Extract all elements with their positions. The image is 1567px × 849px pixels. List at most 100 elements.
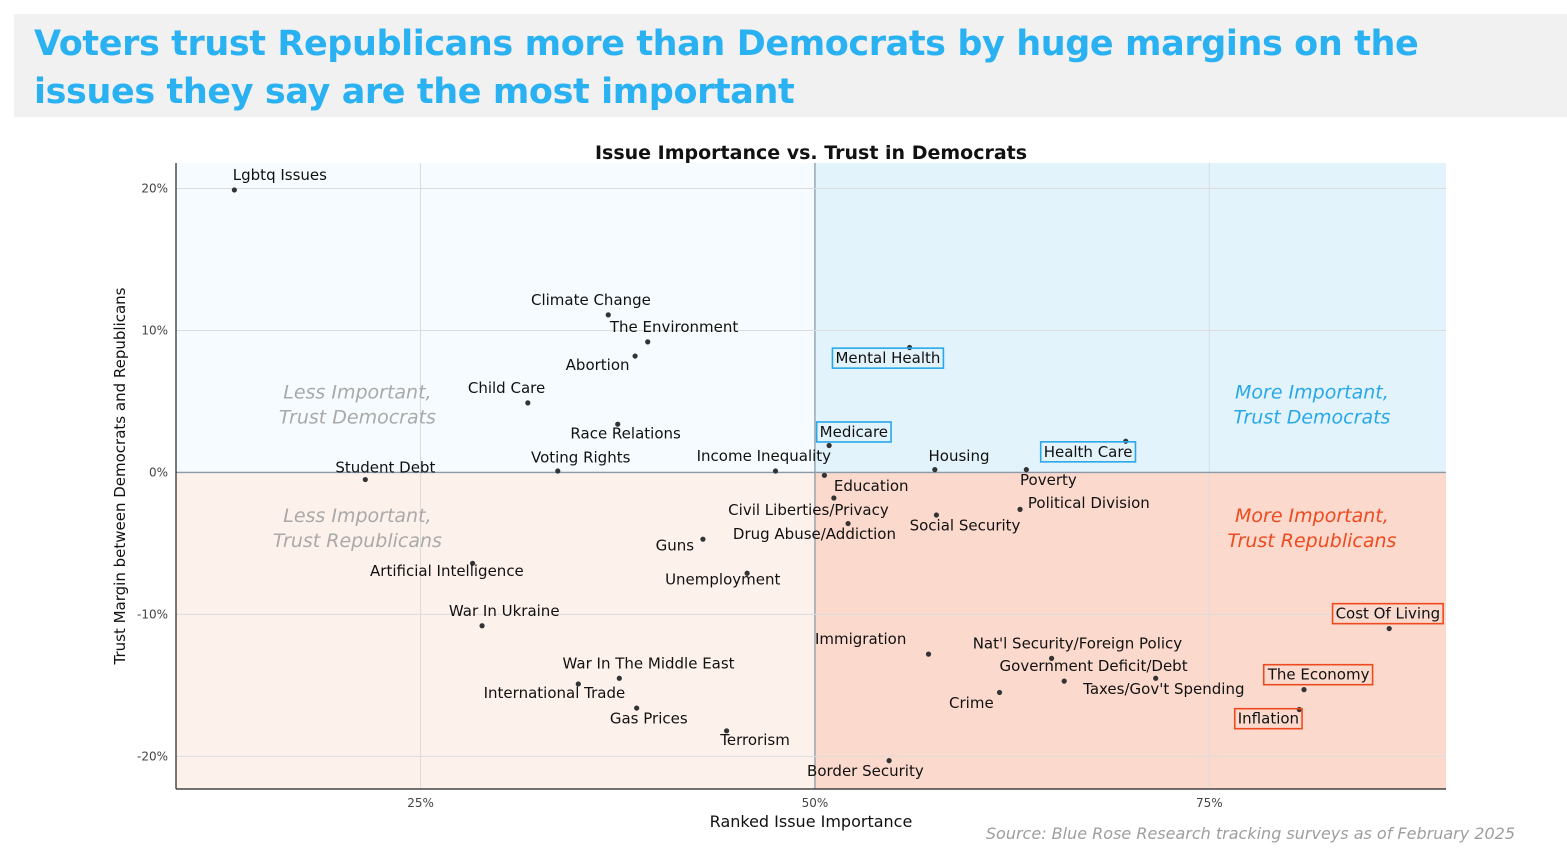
point-the-environment: [645, 339, 651, 345]
label-box-the-economy: [1262, 663, 1374, 686]
label-artificial-intelligence: Artificial Intelligence: [370, 562, 524, 580]
label-box-health-care: [1039, 441, 1137, 463]
label-international-trade: International Trade: [484, 684, 626, 702]
quadrant-label-line: Trust Democrats: [1233, 407, 1390, 429]
quadrant-label: Less Important, Trust Democrats: [279, 382, 436, 429]
label-lgbtq-issues: Lgbtq Issues: [233, 166, 327, 184]
label-medicare: Medicare: [820, 423, 888, 441]
point-cost-of-living: [1386, 625, 1392, 632]
quadrant-label-line: Trust Democrats: [279, 407, 436, 429]
label-crime: Crime: [949, 694, 994, 712]
chart-title: Issue Importance vs. Trust in Democrats: [595, 142, 1027, 164]
headline-band: Voters trust Republicans more than Democ…: [14, 14, 1567, 117]
point-education: [821, 472, 828, 478]
label-child-care: Child Care: [468, 379, 545, 397]
label-income-inequality: Income Inequality: [697, 447, 832, 465]
label-box-mental-health: [831, 347, 945, 369]
label-climate-change: Climate Change: [531, 291, 651, 309]
quadrant-label-line: Less Important,: [283, 505, 431, 527]
point-abortion: [632, 353, 638, 359]
point-war-in-the-middle-east: [616, 675, 622, 681]
point-drug-abuse-addiction: [845, 520, 851, 527]
label-social-security: Social Security: [910, 517, 1021, 535]
label-abortion: Abortion: [566, 356, 630, 374]
label-cost-of-living: Cost Of Living: [1336, 605, 1441, 623]
y-tick-label: 10%: [141, 324, 168, 338]
quadrant-less-important-rep: [176, 472, 815, 789]
point-child-care: [525, 400, 531, 406]
y-tick-label: -10%: [137, 607, 168, 621]
quadrant-label: Less Important, Trust Republicans: [273, 505, 442, 552]
label-student-debt: Student Debt: [335, 458, 435, 476]
y-tick-label: -20%: [137, 749, 168, 763]
label-inflation: Inflation: [1238, 710, 1299, 728]
point-housing: [932, 467, 938, 473]
label-drug-abuse-addiction: Drug Abuse/Addiction: [733, 525, 896, 543]
headline: Voters trust Republicans more than Democ…: [34, 24, 1419, 112]
label-box-medicare: [815, 421, 892, 443]
label-war-in-ukraine: War In Ukraine: [449, 602, 560, 620]
quadrant-label: More Important, Trust Republicans: [1227, 505, 1396, 552]
point-border-security: [886, 758, 892, 764]
quadrant-label-line: More Important,: [1235, 505, 1389, 527]
point-gas-prices: [634, 705, 640, 711]
label-box-cost-of-living: [1331, 602, 1444, 625]
label-border-security: Border Security: [807, 762, 924, 780]
label-box-inflation: [1233, 707, 1303, 730]
point-political-division: [1017, 506, 1023, 512]
quadrant-more-important-dem: [814, 163, 1446, 473]
point-taxes-gov-t-spending: [1153, 675, 1159, 681]
quadrant-label-line: Trust Republicans: [1227, 530, 1396, 552]
quadrant-less-important-dem: [176, 163, 815, 473]
quadrant-more-important-rep: [814, 472, 1446, 789]
point-immigration: [925, 651, 932, 657]
label-race-relations: Race Relations: [570, 424, 681, 442]
label-political-division: Political Division: [1028, 494, 1150, 512]
label-the-environment: The Environment: [609, 318, 739, 336]
label-education: Education: [834, 477, 909, 495]
quadrant-label-line: Less Important,: [283, 382, 431, 404]
point-government-deficit-debt: [1061, 678, 1067, 684]
x-tick-label: 50%: [802, 796, 829, 810]
label-civil-liberties-privacy: Civil Liberties/Privacy: [728, 501, 889, 519]
y-tick-label: 20%: [141, 182, 168, 196]
point-crime: [996, 689, 1003, 696]
point-voting-rights: [555, 468, 561, 474]
quadrant-label-line: Trust Republicans: [273, 530, 442, 552]
label-guns: Guns: [656, 537, 695, 555]
point-terrorism: [723, 728, 730, 734]
quadrant-label-line: More Important,: [1235, 382, 1389, 404]
point-income-inequality: [772, 468, 779, 474]
point-medicare: [826, 442, 832, 449]
point-guns: [700, 536, 706, 542]
quadrant-label: More Important, Trust Democrats: [1233, 382, 1390, 429]
label-government-deficit-debt: Government Deficit/Debt: [1000, 657, 1188, 675]
x-tick-label: 25%: [407, 796, 434, 810]
label-gas-prices: Gas Prices: [610, 710, 688, 728]
y-tick-label: 0%: [149, 465, 168, 479]
point-unemployment: [744, 570, 750, 576]
label-poverty: Poverty: [1020, 471, 1077, 489]
label-unemployment: Unemployment: [665, 571, 780, 589]
y-axis-label: Trust Margin between Democrats and Repub…: [111, 287, 129, 665]
label-taxes-gov-t-spending: Taxes/Gov't Spending: [1082, 680, 1244, 698]
point-nat-l-security-foreign-policy: [1048, 655, 1055, 662]
label-terrorism: Terrorism: [719, 731, 790, 749]
point-lgbtq-issues: [231, 187, 237, 193]
point-war-in-ukraine: [479, 623, 485, 629]
label-mental-health: Mental Health: [835, 349, 940, 367]
point-artificial-intelligence: [469, 560, 476, 566]
x-axis-label: Ranked Issue Importance: [710, 812, 913, 831]
label-health-care: Health Care: [1044, 443, 1133, 461]
point-climate-change: [605, 312, 611, 318]
label-war-in-the-middle-east: War In The Middle East: [563, 654, 735, 672]
source-note: Source: Blue Rose Research tracking surv…: [985, 824, 1515, 843]
label-nat-l-security-foreign-policy: Nat'l Security/Foreign Policy: [973, 634, 1183, 652]
x-tick-label: 75%: [1196, 796, 1223, 810]
label-housing: Housing: [929, 447, 990, 465]
label-the-economy: The Economy: [1267, 666, 1370, 684]
point-poverty: [1023, 467, 1029, 473]
label-voting-rights: Voting Rights: [531, 449, 631, 467]
point-race-relations: [615, 421, 621, 427]
